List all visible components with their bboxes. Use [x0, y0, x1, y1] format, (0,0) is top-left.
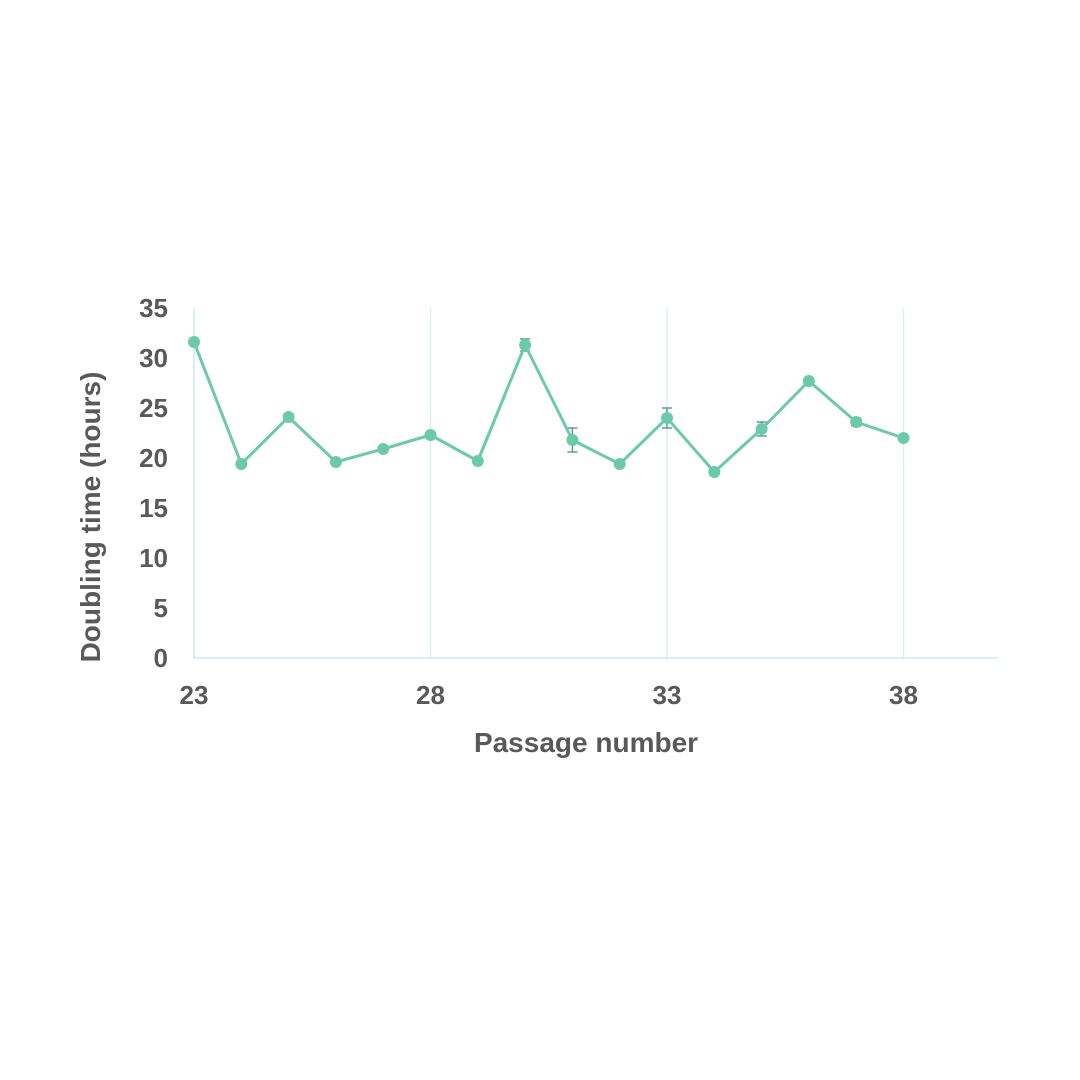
data-series: [192, 341, 904, 474]
data-point: [566, 434, 579, 446]
x-axis-title: Passage number: [474, 727, 698, 758]
y-tick-label: 35: [139, 293, 168, 323]
data-point: [282, 411, 295, 423]
y-axis-title: Doubling time (hours): [75, 372, 106, 663]
data-point: [755, 423, 768, 435]
y-tick-label: 30: [139, 343, 168, 373]
series-line: [192, 341, 904, 474]
y-tick-label: 5: [154, 593, 168, 623]
x-tick-label: 33: [653, 680, 682, 710]
data-point: [897, 432, 910, 444]
data-point: [850, 416, 863, 428]
data-point: [424, 429, 437, 441]
data-point: [519, 339, 532, 351]
data-point: [235, 458, 248, 470]
data-point: [802, 375, 815, 387]
data-point: [329, 456, 342, 468]
grid-lines: [429, 308, 905, 658]
y-tick-label: 20: [139, 443, 168, 473]
data-point: [471, 455, 484, 467]
data-points: [188, 336, 910, 478]
y-tick-label: 10: [139, 543, 168, 573]
data-point: [613, 458, 626, 470]
y-tick-label: 15: [139, 493, 168, 523]
x-tick-label: 23: [180, 680, 209, 710]
data-point: [708, 466, 721, 478]
x-tick-label: 38: [889, 680, 918, 710]
axes: [193, 308, 998, 659]
data-point: [377, 443, 390, 455]
y-tick-label: 25: [139, 393, 168, 423]
data-point: [188, 336, 200, 348]
data-point: [661, 412, 673, 424]
tick-labels: 0 5 10 15 20 25 30 35 23 28 33 38: [139, 293, 918, 710]
y-tick-label: 0: [154, 643, 168, 673]
x-tick-label: 28: [416, 680, 445, 710]
